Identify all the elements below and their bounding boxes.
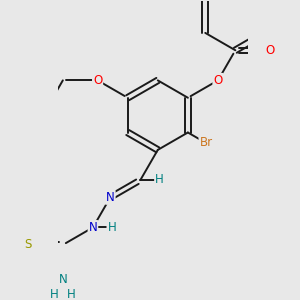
Text: N: N <box>106 191 115 204</box>
Text: N: N <box>58 273 67 286</box>
Text: O: O <box>93 74 102 87</box>
Text: H: H <box>50 288 58 300</box>
Text: S: S <box>24 238 32 251</box>
Text: Br: Br <box>200 136 213 148</box>
Text: H: H <box>108 221 116 234</box>
Text: N: N <box>88 221 97 234</box>
Text: H: H <box>67 288 76 300</box>
Text: O: O <box>213 74 223 87</box>
Text: H: H <box>155 173 164 187</box>
Text: O: O <box>266 44 275 57</box>
